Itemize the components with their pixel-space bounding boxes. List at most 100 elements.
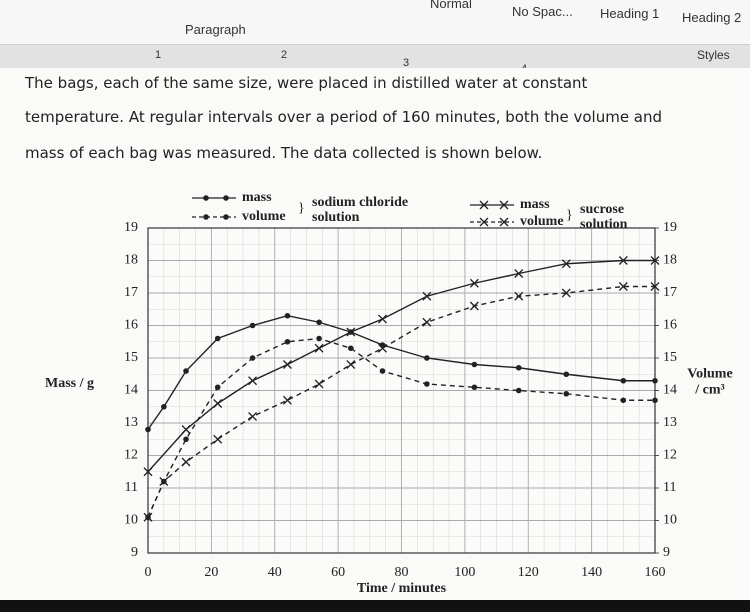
x-tick-label: 40 (268, 565, 282, 580)
y-tick-label: 13 (124, 415, 138, 430)
marker (143, 512, 153, 522)
legend-label: volume (242, 209, 286, 224)
style-button[interactable]: Heading 2 (682, 10, 742, 25)
y2-tick-label: 19 (663, 220, 677, 235)
ribbon: Normal No Spac... Heading 1 Heading 2 Pa… (0, 0, 750, 62)
legend-group: solution (580, 217, 628, 232)
x-tick-label: 120 (518, 565, 539, 580)
marker (214, 384, 221, 391)
x-tick-label: 20 (204, 565, 218, 580)
y-tick-label: 19 (124, 220, 138, 235)
marker (181, 457, 191, 467)
legend-marker (479, 200, 489, 210)
legend-marker (499, 200, 509, 210)
marker (652, 377, 658, 384)
legend-marker (223, 214, 229, 220)
style-button[interactable]: No Spac... (512, 4, 573, 19)
marker (282, 395, 292, 405)
style-button[interactable]: Heading 1 (600, 6, 660, 21)
marker (183, 436, 189, 443)
legend-marker (203, 214, 209, 220)
marker (515, 364, 522, 371)
legend-group: sucrose (580, 202, 624, 217)
paragraph-line: The bags, each of the same size, were pl… (25, 74, 588, 92)
legend-group: sodium chloride (312, 195, 408, 210)
marker (143, 467, 153, 477)
marker (514, 291, 524, 301)
marker (650, 256, 660, 265)
y-tick-label: 10 (124, 513, 138, 528)
marker (424, 355, 430, 361)
y2-tick-label: 10 (663, 513, 677, 528)
y2-tick-label: 12 (663, 448, 677, 463)
marker (563, 390, 570, 397)
marker (561, 288, 571, 298)
marker (618, 282, 628, 291)
y2-axis-label: / cm³ (694, 382, 724, 397)
legend-marker (223, 195, 229, 201)
marker (284, 338, 291, 345)
marker (161, 403, 167, 410)
series-line (147, 259, 655, 473)
marker (249, 355, 256, 361)
y2-axis-label: Volume (687, 366, 732, 381)
marker (249, 322, 256, 329)
ruler-number: 1 (155, 49, 162, 61)
marker (379, 368, 386, 374)
series-line (147, 337, 655, 518)
y-axis-label: Mass / g (45, 376, 94, 391)
x-axis-label: Time / minutes (357, 581, 447, 596)
marker (652, 397, 658, 404)
marker (314, 343, 324, 353)
legend-group: solution (312, 210, 360, 225)
marker (282, 360, 292, 369)
group-label: Paragraph (185, 22, 246, 37)
y2-tick-label: 18 (663, 253, 677, 268)
x-tick-label: 0 (145, 565, 152, 580)
series-line (147, 285, 655, 518)
legend-label: mass (242, 190, 272, 205)
marker (314, 379, 324, 389)
marker (469, 301, 479, 311)
plot-frame (147, 227, 656, 554)
marker (620, 397, 627, 404)
marker (145, 426, 151, 433)
marker (316, 319, 322, 326)
marker (284, 312, 291, 319)
marker (471, 384, 478, 391)
marker (422, 291, 432, 301)
y2-tick-label: 13 (663, 415, 677, 430)
marker (620, 377, 627, 384)
marker (471, 361, 478, 368)
y-tick-label: 15 (124, 350, 138, 365)
group-label: Styles (697, 48, 730, 62)
y-tick-label: 12 (124, 448, 138, 463)
legend-marker (479, 217, 489, 227)
x-tick-label: 140 (581, 565, 602, 580)
marker (348, 345, 354, 352)
y2-tick-label: 9 (663, 545, 670, 560)
marker (563, 371, 570, 378)
marker (378, 314, 387, 324)
style-button[interactable]: Normal (430, 0, 472, 11)
marker (346, 360, 356, 369)
marker (248, 412, 258, 421)
marker (159, 477, 169, 486)
marker (650, 282, 660, 291)
marker (469, 278, 479, 288)
ruler: 1 2 3 4 5 6 (0, 44, 750, 83)
marker (213, 399, 223, 408)
y2-tick-label: 17 (663, 285, 677, 300)
paragraph-line: mass of each bag was measured. The data … (25, 144, 543, 162)
y-tick-label: 18 (124, 253, 138, 268)
marker (214, 335, 221, 342)
marker (424, 381, 430, 387)
marker (515, 387, 522, 394)
x-tick-label: 60 (331, 565, 345, 580)
screen-edge (0, 600, 750, 612)
marker (561, 259, 571, 269)
legend-label: volume (520, 214, 564, 229)
marker (514, 269, 524, 278)
marker (346, 327, 356, 337)
